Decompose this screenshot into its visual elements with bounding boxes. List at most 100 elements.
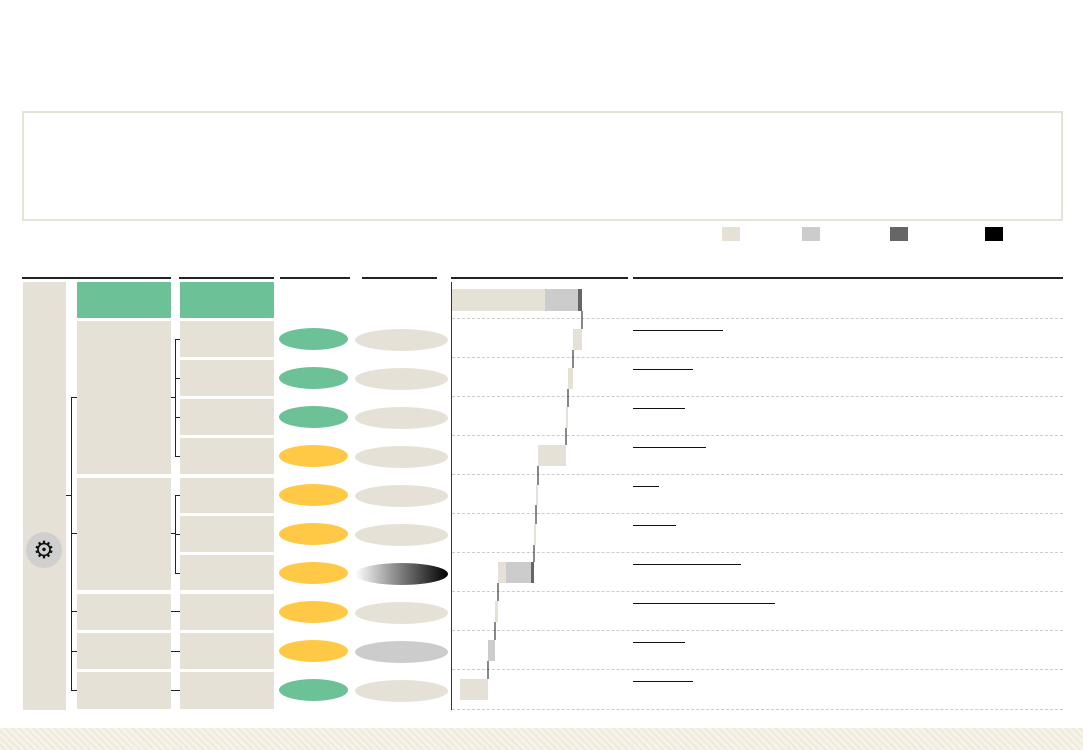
bracket-root-branch-3 (71, 611, 77, 612)
row-separator (452, 435, 1063, 436)
waterfall-bar (495, 601, 498, 622)
subcategory-box-9 (180, 633, 274, 669)
subcategory-box-6 (180, 516, 274, 552)
level-pill (355, 446, 448, 468)
column-rule-6 (633, 277, 1063, 279)
link-line[interactable] (633, 642, 685, 643)
status-pill (279, 601, 348, 623)
level-pill (355, 680, 448, 702)
level-pill (355, 602, 448, 624)
waterfall-bar (573, 329, 582, 350)
waterfall-bar (460, 679, 488, 700)
waterfall-bar (566, 407, 568, 428)
row-separator (452, 591, 1063, 592)
status-pill (279, 523, 348, 545)
level-pill (355, 329, 448, 351)
waterfall-bar (488, 640, 495, 661)
total-bar-segment (545, 289, 578, 311)
link-line[interactable] (633, 681, 693, 682)
link-line[interactable] (633, 447, 706, 448)
subcategory-box-1 (180, 321, 274, 357)
legend-swatch-light-gray (802, 227, 820, 241)
notes-box (22, 111, 1063, 221)
bracket-root-branch-5 (71, 690, 77, 691)
category-box-5 (77, 672, 171, 709)
link-line[interactable] (633, 369, 693, 370)
level-pill (355, 563, 448, 585)
link-line[interactable] (633, 330, 723, 331)
row-separator (452, 357, 1063, 358)
column-rule-3 (280, 277, 350, 279)
connector-category-5 (171, 690, 180, 691)
status-pill (279, 640, 348, 662)
link-line[interactable] (633, 603, 775, 604)
subcategory-box-4 (180, 438, 274, 474)
bracket-category-1-branch-3 (175, 417, 180, 418)
subcategory-box-5 (180, 478, 274, 513)
column-rule-5 (451, 277, 628, 279)
bracket-root (71, 397, 72, 690)
bracket-root-stub (66, 495, 72, 496)
category-box-3 (77, 594, 171, 630)
subcategory-box-7 (180, 555, 274, 590)
link-line[interactable] (633, 408, 685, 409)
row-separator (452, 318, 1063, 319)
bracket-root-branch-1 (71, 397, 77, 398)
category-box-2 (77, 478, 171, 590)
waterfall-bar (534, 524, 536, 545)
link-line[interactable] (633, 525, 676, 526)
row-separator (452, 552, 1063, 553)
legend-swatch-dark-gray (890, 227, 908, 241)
bracket-category-1-branch-2 (175, 378, 180, 379)
level-pill (355, 368, 448, 390)
waterfall-axis (451, 282, 452, 710)
gear-icon: ⚙ (33, 536, 55, 564)
waterfall-bar-segment (498, 562, 506, 583)
subcategory-box-2 (180, 360, 274, 396)
total-bar-segment (452, 289, 545, 311)
link-line[interactable] (633, 564, 741, 565)
bracket-category-1-branch-1 (175, 339, 180, 340)
row-separator (452, 396, 1063, 397)
waterfall-bar (536, 485, 538, 505)
level-pill (355, 524, 448, 546)
bracket-root-branch-4 (71, 651, 77, 652)
status-pill (279, 406, 348, 428)
header-box-category (77, 282, 171, 318)
bracket-category-2-stub (171, 533, 176, 534)
level-pill (355, 485, 448, 507)
row-separator (452, 630, 1063, 631)
waterfall-bar-segment (506, 562, 531, 583)
status-pill (279, 562, 348, 584)
row-separator (452, 513, 1063, 514)
header-box-subcategory (180, 282, 274, 318)
level-pill (355, 641, 448, 663)
connector-category-3 (171, 611, 180, 612)
column-rule-1 (22, 277, 171, 279)
row-separator (452, 474, 1063, 475)
status-pill (279, 367, 348, 389)
bracket-category-1-branch-4 (175, 456, 180, 457)
status-pill (279, 445, 348, 467)
category-box-4 (77, 633, 171, 669)
bracket-category-1-stub (171, 397, 176, 398)
row-separator (452, 709, 1063, 710)
column-rule-4 (362, 277, 437, 279)
legend-swatch-beige (722, 227, 740, 241)
total-bar-segment (578, 289, 582, 311)
link-line[interactable] (633, 486, 659, 487)
subcategory-box-10 (180, 672, 274, 709)
category-box-1 (77, 321, 171, 474)
bracket-category-2-branch-3 (175, 573, 180, 574)
status-pill (279, 484, 348, 506)
status-pill (279, 328, 348, 350)
waterfall-bar (568, 368, 573, 389)
waterfall-bar (538, 445, 566, 466)
column-rule-2 (179, 277, 274, 279)
gear-icon-background (26, 532, 62, 568)
subcategory-box-3 (180, 399, 274, 435)
root-panel (23, 282, 66, 710)
footer-strip (0, 728, 1083, 750)
waterfall-bar-segment (531, 562, 534, 583)
bracket-category-2-branch-2 (175, 534, 180, 535)
